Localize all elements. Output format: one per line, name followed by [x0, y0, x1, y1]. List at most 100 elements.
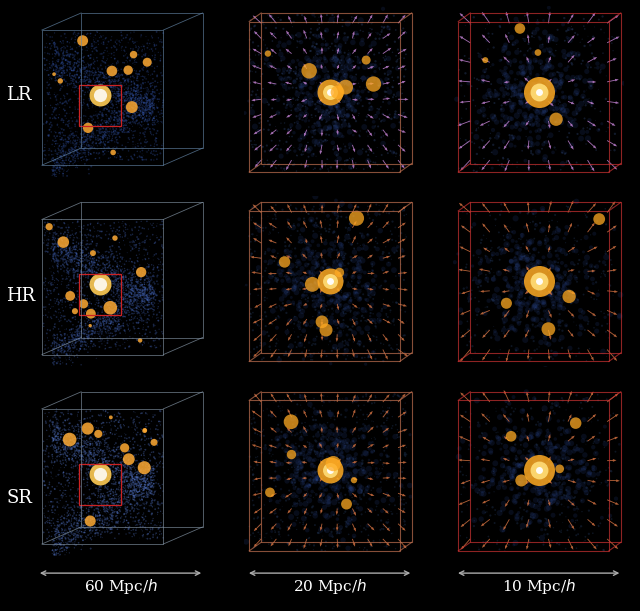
- Point: [256, 338, 266, 348]
- Point: [66, 431, 76, 441]
- Point: [376, 280, 387, 290]
- Point: [132, 69, 143, 79]
- Point: [88, 126, 98, 136]
- Point: [55, 131, 65, 141]
- Point: [77, 238, 87, 248]
- Point: [119, 516, 129, 526]
- Point: [43, 244, 53, 254]
- Point: [147, 466, 157, 475]
- Point: [53, 67, 63, 77]
- Point: [145, 472, 156, 481]
- Point: [104, 303, 114, 313]
- Point: [59, 51, 69, 60]
- Point: [63, 448, 73, 458]
- Point: [49, 430, 60, 439]
- Point: [128, 265, 138, 274]
- Point: [70, 242, 80, 252]
- Point: [92, 514, 102, 524]
- Point: [71, 47, 81, 57]
- Point: [70, 425, 80, 434]
- Point: [473, 488, 483, 498]
- Point: [520, 141, 531, 151]
- Point: [57, 524, 67, 533]
- Point: [52, 514, 63, 524]
- Point: [140, 115, 150, 125]
- Point: [559, 46, 569, 56]
- Point: [275, 257, 285, 266]
- Point: [84, 297, 95, 307]
- Point: [140, 329, 150, 339]
- Point: [78, 53, 88, 62]
- Point: [273, 521, 283, 530]
- Point: [116, 279, 126, 289]
- Point: [540, 89, 550, 99]
- Point: [305, 253, 315, 263]
- Point: [138, 293, 148, 303]
- Point: [528, 89, 538, 98]
- Point: [72, 452, 82, 461]
- Point: [95, 318, 106, 328]
- Point: [105, 319, 115, 329]
- Point: [92, 322, 102, 332]
- Point: [118, 111, 129, 121]
- Point: [81, 328, 91, 338]
- Point: [152, 136, 162, 145]
- Point: [561, 106, 572, 115]
- Point: [67, 453, 77, 463]
- Point: [102, 73, 112, 83]
- Point: [392, 425, 403, 434]
- Point: [143, 480, 154, 490]
- Point: [63, 425, 74, 434]
- Point: [144, 464, 154, 474]
- Point: [111, 284, 122, 293]
- Point: [99, 439, 109, 449]
- Point: [104, 114, 114, 123]
- Point: [333, 128, 344, 138]
- Point: [67, 45, 77, 54]
- Point: [131, 281, 141, 291]
- Point: [277, 444, 287, 453]
- Point: [56, 243, 66, 253]
- Point: [512, 514, 522, 524]
- Point: [95, 302, 106, 312]
- Point: [503, 280, 513, 290]
- Point: [134, 246, 144, 255]
- Point: [302, 535, 312, 545]
- Point: [125, 468, 136, 478]
- Point: [335, 260, 346, 270]
- Point: [583, 316, 593, 326]
- Point: [324, 298, 334, 308]
- Point: [44, 131, 54, 141]
- Point: [126, 467, 136, 477]
- Point: [97, 453, 107, 463]
- Point: [131, 488, 141, 498]
- Point: [74, 522, 84, 532]
- Point: [363, 156, 373, 166]
- Point: [343, 229, 353, 239]
- Point: [60, 425, 70, 435]
- Point: [120, 290, 131, 299]
- Point: [111, 497, 121, 507]
- Point: [390, 25, 401, 35]
- Point: [138, 83, 148, 93]
- Point: [134, 469, 144, 478]
- Point: [314, 71, 324, 81]
- Point: [146, 272, 156, 282]
- Point: [532, 440, 542, 450]
- Point: [108, 276, 118, 286]
- Point: [43, 48, 53, 58]
- Point: [552, 265, 563, 274]
- Point: [53, 526, 63, 536]
- Point: [105, 319, 115, 329]
- Point: [565, 115, 575, 125]
- Point: [40, 150, 51, 160]
- Point: [337, 122, 347, 132]
- Point: [48, 474, 58, 483]
- Point: [337, 337, 348, 346]
- Point: [308, 268, 319, 278]
- Point: [476, 135, 486, 145]
- Point: [70, 47, 81, 57]
- Point: [575, 37, 586, 47]
- Point: [323, 509, 333, 519]
- Point: [62, 293, 72, 303]
